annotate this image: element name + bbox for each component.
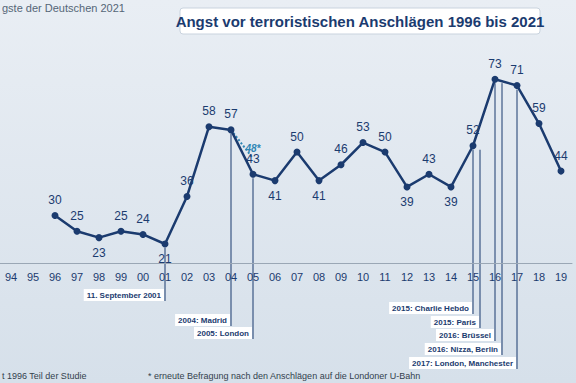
svg-text:52: 52: [466, 123, 480, 137]
svg-text:02: 02: [181, 271, 193, 283]
svg-text:48*: 48*: [245, 142, 261, 154]
svg-text:39: 39: [400, 195, 414, 209]
svg-text:41: 41: [312, 189, 326, 203]
svg-text:2005: London: 2005: London: [197, 329, 249, 338]
svg-text:01: 01: [159, 271, 171, 283]
svg-text:24: 24: [136, 212, 150, 226]
svg-text:50: 50: [290, 130, 304, 144]
svg-text:09: 09: [335, 271, 347, 283]
svg-text:03: 03: [203, 271, 215, 283]
svg-text:gste der Deutschen 2021: gste der Deutschen 2021: [2, 2, 125, 14]
svg-text:73: 73: [488, 57, 502, 71]
svg-text:05: 05: [247, 271, 259, 283]
svg-text:2017: London, Manchester: 2017: London, Manchester: [412, 359, 513, 368]
svg-text:50: 50: [378, 130, 392, 144]
svg-text:43: 43: [246, 152, 260, 166]
svg-text:16: 16: [489, 271, 501, 283]
svg-text:12: 12: [401, 271, 413, 283]
svg-text:17: 17: [511, 271, 523, 283]
svg-text:* erneute Befragung nach den A: * erneute Befragung nach den Anschlägen …: [148, 371, 420, 381]
svg-text:71: 71: [510, 63, 524, 77]
svg-text:06: 06: [269, 271, 281, 283]
svg-text:58: 58: [202, 104, 216, 118]
svg-text:97: 97: [71, 271, 83, 283]
svg-text:36: 36: [180, 174, 194, 188]
svg-text:t 1996 Teil der Studie: t 1996 Teil der Studie: [2, 371, 86, 381]
svg-text:46: 46: [334, 142, 348, 156]
svg-text:11. September 2001: 11. September 2001: [87, 291, 162, 300]
svg-text:39: 39: [444, 195, 458, 209]
svg-text:41: 41: [268, 189, 282, 203]
svg-text:94: 94: [5, 271, 17, 283]
svg-text:18: 18: [533, 271, 545, 283]
svg-text:23: 23: [92, 246, 106, 260]
svg-text:2016: Nizza, Berlin: 2016: Nizza, Berlin: [428, 345, 498, 354]
svg-text:99: 99: [115, 271, 127, 283]
svg-text:04: 04: [225, 271, 237, 283]
svg-text:10: 10: [357, 271, 369, 283]
svg-text:43: 43: [422, 152, 436, 166]
svg-text:2004: Madrid: 2004: Madrid: [178, 316, 227, 325]
svg-text:Angst vor terroristischen Ansc: Angst vor terroristischen Anschlägen 199…: [176, 13, 545, 30]
svg-text:25: 25: [70, 209, 84, 223]
svg-text:2015: Paris: 2015: Paris: [434, 318, 477, 327]
svg-text:00: 00: [137, 271, 149, 283]
svg-text:2015: Charlie Hebdo: 2015: Charlie Hebdo: [392, 304, 469, 313]
svg-text:53: 53: [356, 120, 370, 134]
svg-text:25: 25: [114, 209, 128, 223]
svg-text:2016: Brüssel: 2016: Brüssel: [439, 331, 491, 340]
svg-text:98: 98: [93, 271, 105, 283]
svg-text:15: 15: [467, 271, 479, 283]
svg-text:14: 14: [445, 271, 457, 283]
svg-text:30: 30: [48, 193, 62, 207]
svg-text:95: 95: [27, 271, 39, 283]
svg-text:44: 44: [554, 149, 568, 163]
svg-text:08: 08: [313, 271, 325, 283]
svg-text:59: 59: [532, 101, 546, 115]
svg-text:07: 07: [291, 271, 303, 283]
svg-text:13: 13: [423, 271, 435, 283]
svg-text:57: 57: [224, 107, 238, 121]
svg-text:11: 11: [379, 271, 390, 283]
svg-text:96: 96: [49, 271, 61, 283]
svg-text:21: 21: [158, 252, 172, 266]
svg-text:19: 19: [555, 271, 567, 283]
